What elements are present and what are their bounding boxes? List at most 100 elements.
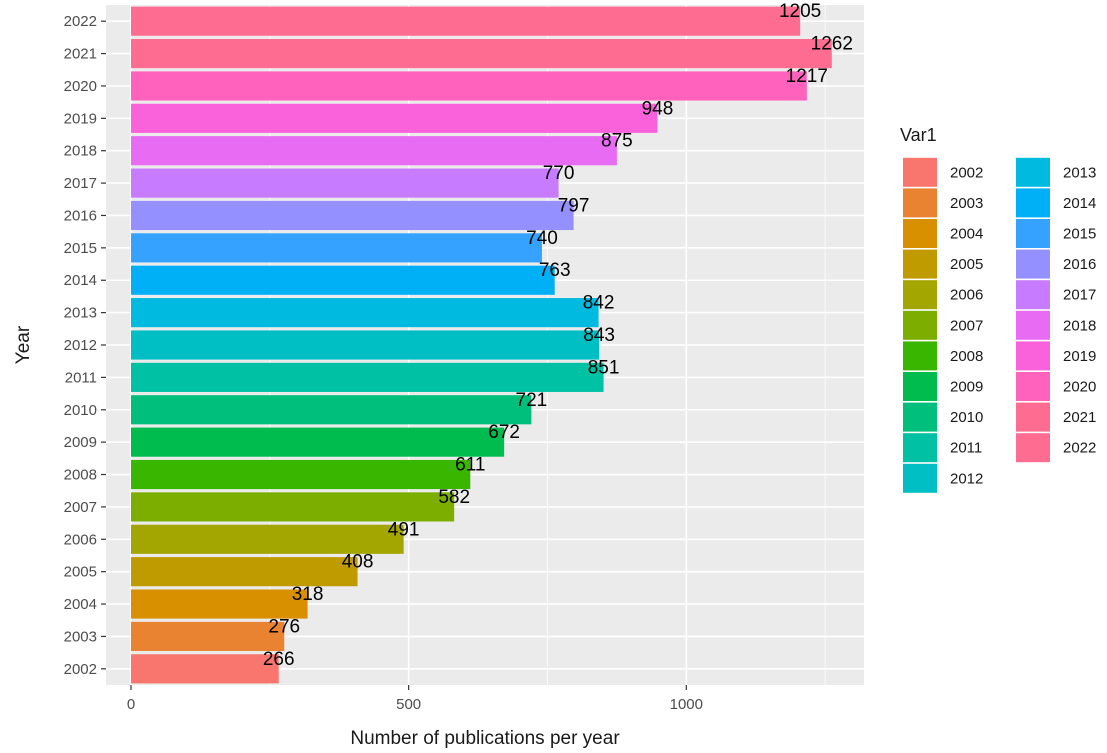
y-tick-label: 2020 — [64, 78, 97, 95]
y-tick-label: 2015 — [64, 240, 97, 257]
bar — [130, 298, 599, 328]
legend-swatch — [1016, 280, 1050, 310]
legend-label: 2013 — [1063, 164, 1096, 181]
x-axis: 0 500 1000 — [127, 685, 703, 713]
legend-swatch — [903, 341, 937, 371]
legend-swatch — [1016, 310, 1050, 340]
legend-swatch — [1016, 372, 1050, 401]
y-tick-label: 2007 — [64, 499, 97, 516]
legend-swatch — [1016, 157, 1050, 187]
bar — [130, 557, 358, 587]
legend-label: 2005 — [950, 256, 983, 273]
y-tick-label: 2021 — [64, 46, 97, 63]
bar — [130, 589, 308, 619]
legend-label: 2014 — [1063, 195, 1096, 212]
bar — [130, 330, 600, 360]
legend-swatch — [903, 463, 937, 493]
legend-swatch — [903, 433, 937, 463]
data-label: 843 — [583, 325, 615, 346]
data-label: 770 — [543, 163, 575, 184]
y-axis-title: Year — [13, 325, 34, 364]
data-label: 582 — [438, 487, 470, 508]
y-tick-label: 2018 — [64, 143, 97, 160]
legend-swatch — [903, 402, 937, 432]
bar — [130, 427, 505, 457]
data-label: 611 — [455, 455, 485, 476]
data-label: 948 — [642, 98, 674, 119]
data-label: 1205 — [779, 1, 821, 22]
legend-label: 2015 — [1063, 226, 1096, 243]
legend-label: 2008 — [950, 348, 983, 365]
data-label: 266 — [263, 649, 295, 670]
bar — [130, 168, 559, 198]
legend-swatch — [903, 249, 937, 279]
bar — [130, 200, 574, 231]
legend-label: 2017 — [1063, 287, 1096, 304]
y-tick-label: 2005 — [64, 564, 97, 581]
y-tick-label: 2017 — [64, 175, 97, 192]
legend-label: 2022 — [1063, 440, 1096, 457]
data-label: 318 — [292, 584, 324, 605]
legend-swatch — [1016, 402, 1050, 432]
bar — [130, 459, 471, 490]
y-tick-label: 2010 — [64, 402, 97, 419]
legend-title: Var1 — [900, 125, 937, 145]
legend-label: 2002 — [950, 164, 983, 181]
legend-swatch — [903, 280, 937, 310]
legend-swatch — [903, 157, 937, 187]
x-tick-label: 1000 — [670, 696, 703, 713]
y-tick-label: 2012 — [64, 337, 97, 354]
legend-label: 2009 — [950, 379, 983, 396]
legend-swatch — [1016, 249, 1050, 279]
legend-label: 2006 — [950, 287, 983, 304]
bar — [130, 103, 658, 133]
y-tick-label: 2004 — [64, 596, 97, 613]
bar — [130, 654, 279, 684]
y-tick-label: 2011 — [65, 369, 97, 386]
data-label: 797 — [558, 195, 590, 216]
y-tick-label: 2016 — [64, 207, 97, 224]
legend: Var1 2002 2003 2004 2005 2006 2007 2008 2009 201… — [900, 125, 1096, 493]
y-tick-label: 2009 — [64, 434, 97, 451]
x-tick-label: 500 — [396, 696, 421, 713]
data-label: 672 — [488, 422, 520, 443]
legend-label: 2010 — [950, 409, 983, 426]
legend-label: 2021 — [1063, 409, 1096, 426]
bar — [130, 492, 455, 522]
legend-label: 2011 — [950, 440, 982, 457]
data-label: 740 — [526, 228, 558, 249]
legend-swatch — [1016, 219, 1050, 248]
legend-label: 2012 — [950, 470, 983, 487]
y-tick-label: 2002 — [64, 661, 97, 678]
legend-label: 2003 — [950, 195, 983, 212]
data-label: 721 — [516, 390, 548, 411]
x-tick-label: 0 — [127, 696, 135, 713]
y-tick-label: 2019 — [64, 110, 97, 127]
data-label: 1217 — [786, 66, 828, 87]
data-label: 276 — [268, 616, 300, 637]
data-label: 408 — [342, 552, 374, 573]
legend-label: 2020 — [1063, 379, 1096, 396]
legend-label: 2019 — [1063, 348, 1096, 365]
legend-swatch — [1016, 188, 1050, 218]
legend-label: 2016 — [1063, 256, 1096, 273]
legend-label: 2018 — [1063, 317, 1096, 334]
data-label: 875 — [601, 131, 633, 152]
legend-swatch — [903, 219, 937, 248]
data-label: 763 — [539, 260, 571, 281]
legend-label: 2004 — [950, 226, 983, 243]
y-tick-label: 2014 — [64, 272, 97, 289]
y-tick-label: 2008 — [64, 467, 97, 484]
y-tick-label: 2006 — [64, 531, 97, 548]
y-tick-label: 2003 — [64, 628, 97, 645]
data-label: 1262 — [811, 34, 853, 55]
bar — [130, 39, 832, 69]
bar — [130, 233, 542, 263]
bar — [130, 524, 404, 554]
bar — [130, 395, 532, 425]
data-label: 842 — [583, 293, 615, 314]
legend-swatch — [903, 188, 937, 218]
y-tick-label: 2022 — [64, 13, 97, 30]
legend-label: 2007 — [950, 317, 983, 334]
